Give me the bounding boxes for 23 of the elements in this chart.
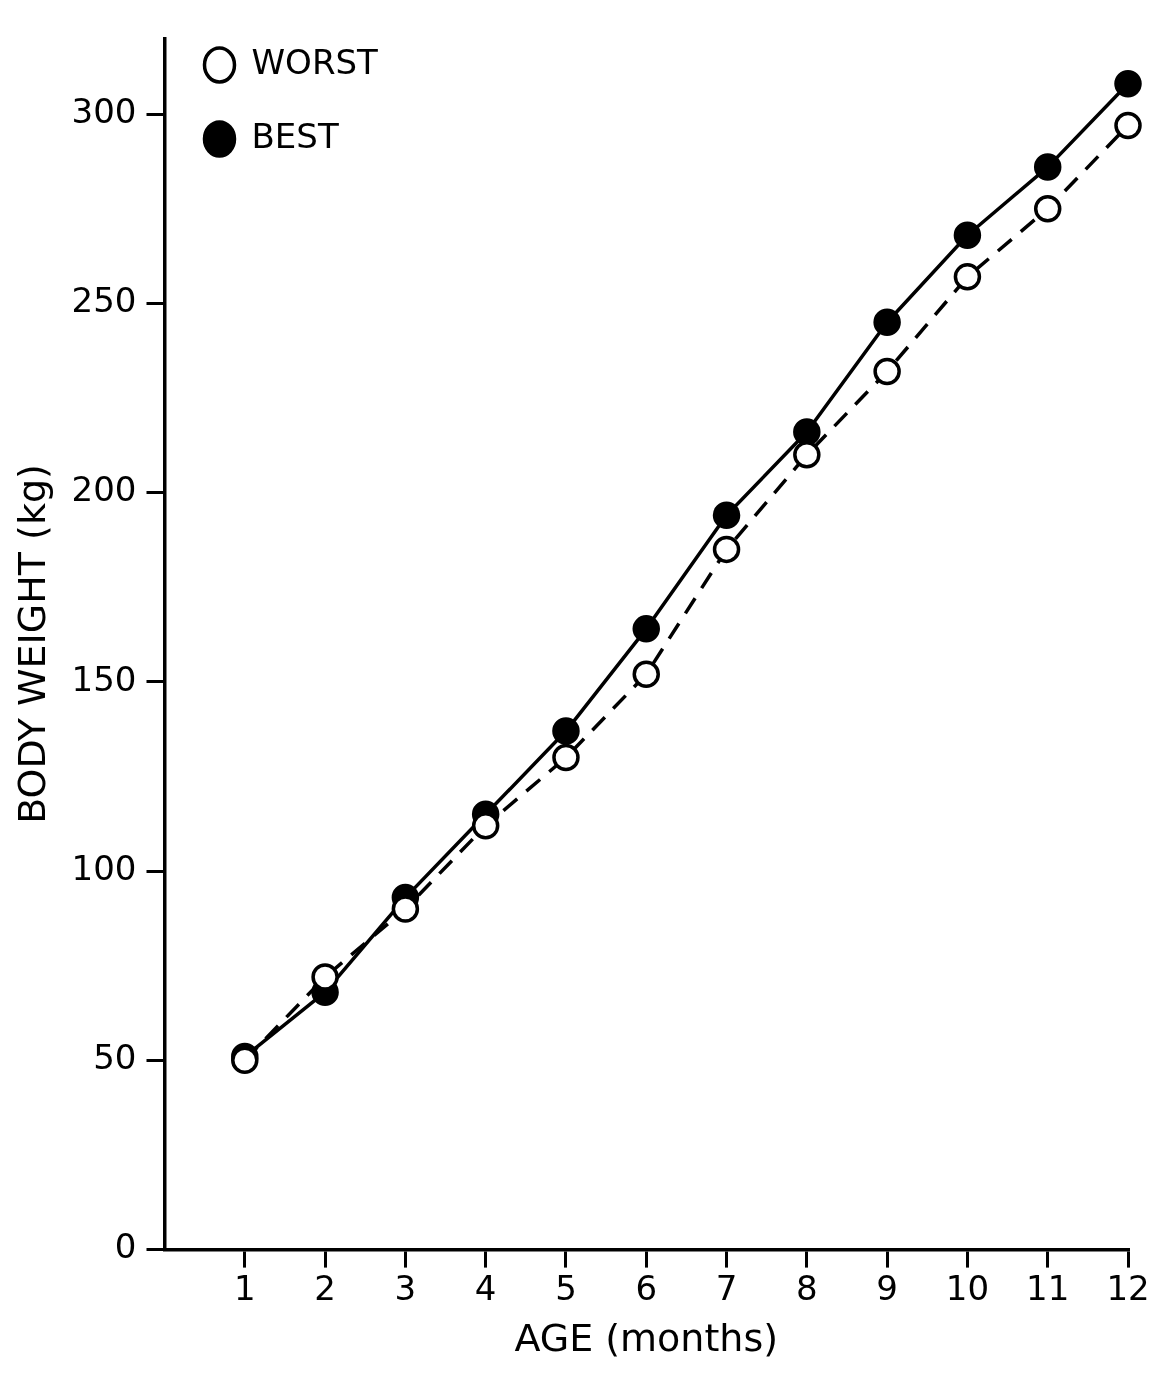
x-tick-label: 3: [394, 1267, 417, 1308]
x-tick-label: 1: [233, 1267, 256, 1308]
x-tick-label: 6: [635, 1267, 658, 1308]
x-tick-label: 11: [1026, 1267, 1070, 1308]
y-tick-label: 150: [71, 658, 137, 699]
legend-label: WORST: [251, 41, 379, 82]
y-tick-label: 200: [71, 469, 137, 510]
y-tick-label: 250: [71, 280, 137, 321]
y-axis-title: BODY WEIGHT (kg): [9, 464, 54, 824]
x-tick-label: 4: [474, 1267, 497, 1308]
x-axis-title: AGE (months): [514, 1316, 779, 1361]
y-tick-label: 50: [93, 1037, 137, 1078]
y-tick-label: 300: [71, 90, 137, 131]
x-tick-label: 9: [876, 1267, 898, 1308]
x-tick-label: 8: [796, 1267, 818, 1308]
y-tick-label: 0: [114, 1226, 137, 1267]
x-tick-label: 12: [1106, 1267, 1150, 1308]
y-tick-label: 100: [71, 847, 137, 888]
x-tick-label: 2: [314, 1267, 336, 1308]
x-tick-label: 5: [555, 1267, 577, 1308]
x-tick-label: 10: [945, 1267, 990, 1308]
x-tick-label: 7: [715, 1267, 738, 1308]
legend-label: BEST: [251, 115, 339, 156]
